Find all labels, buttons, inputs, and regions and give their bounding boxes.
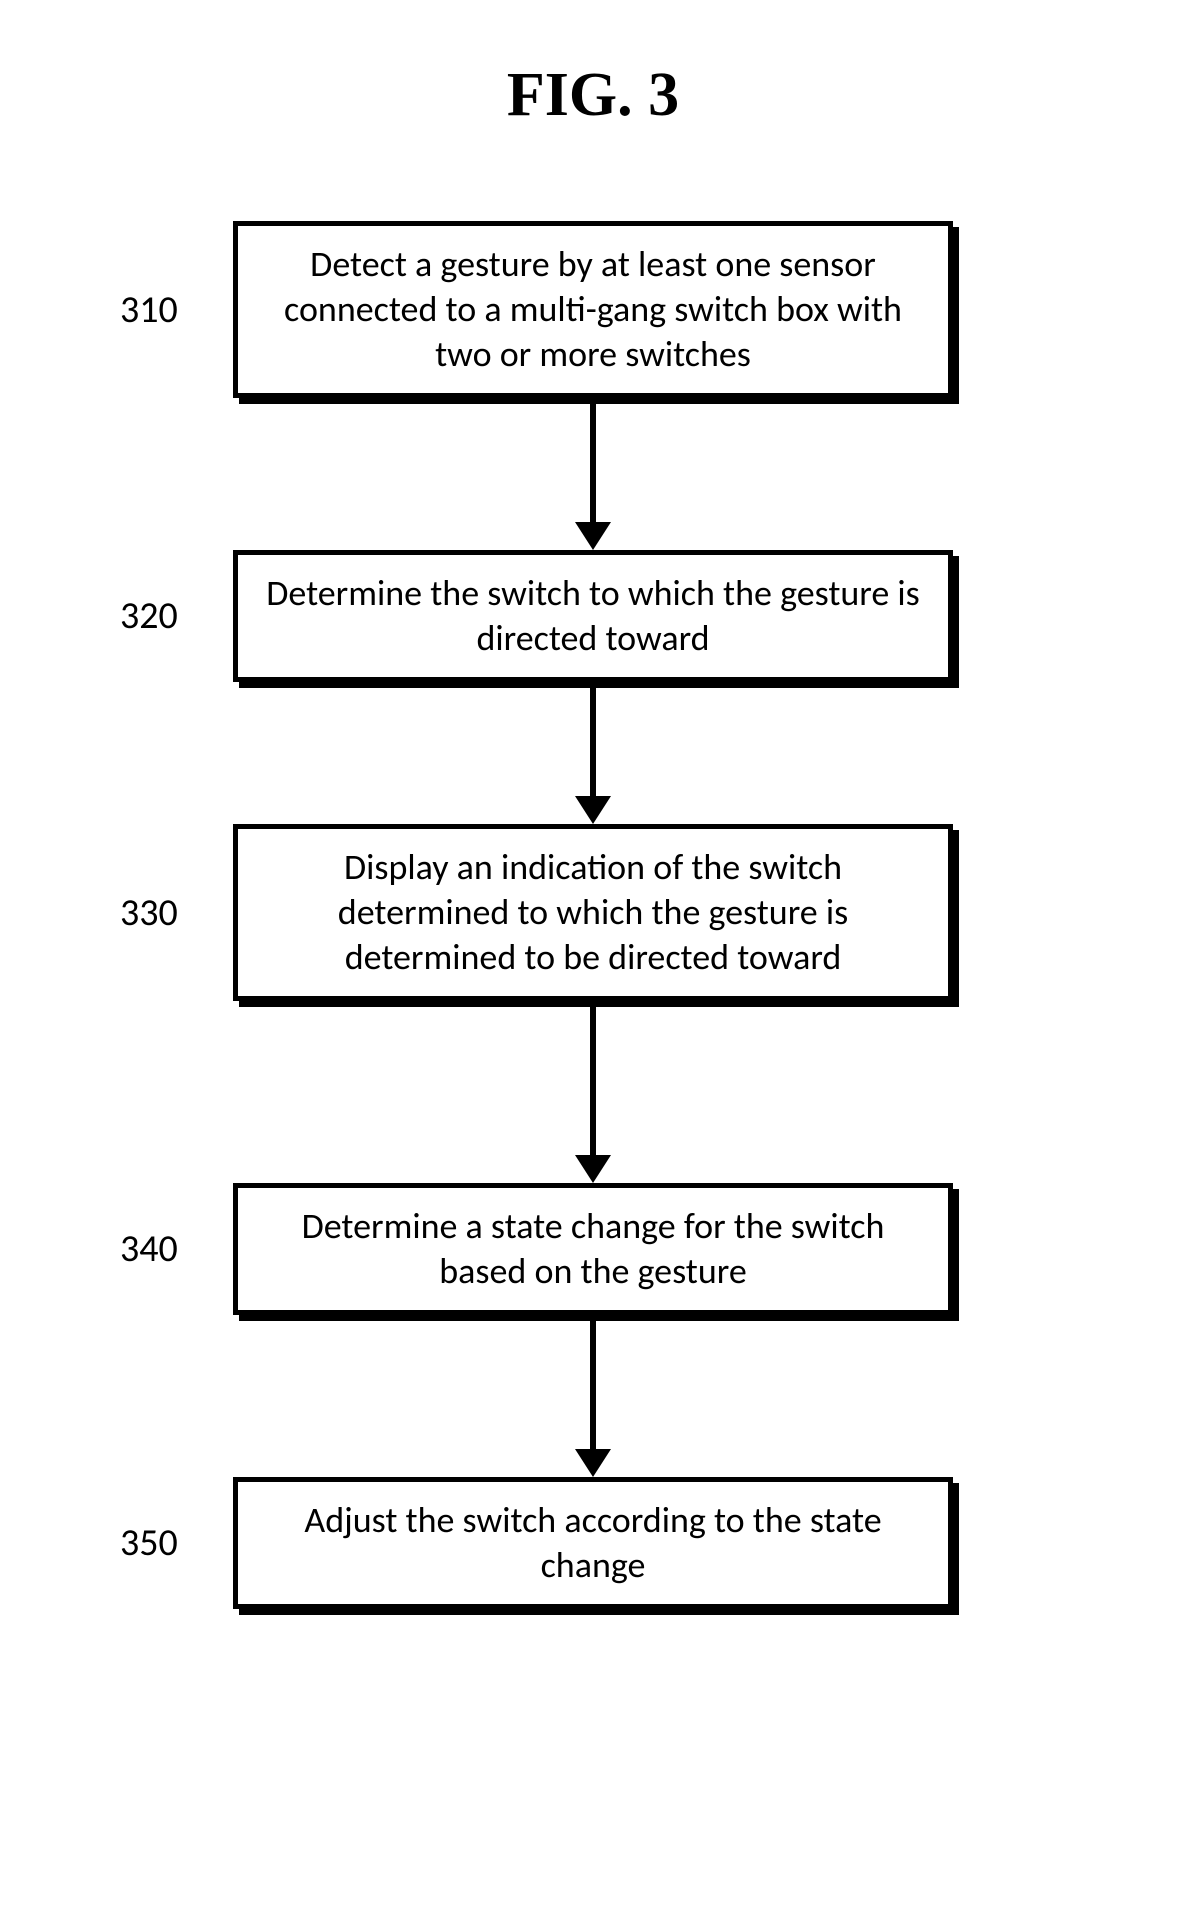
arrow-shaft <box>590 402 596 522</box>
arrow-shaft <box>590 1005 596 1155</box>
step-box-330: Display an indication of the switch dete… <box>233 824 953 1001</box>
step-label-310: 310 <box>120 287 240 333</box>
step-box-350: Adjust the switch according to the state… <box>233 1477 953 1609</box>
step-box-310: Detect a gesture by at least one sensor … <box>233 221 953 398</box>
step-310: 310 Detect a gesture by at least one sen… <box>0 221 1186 398</box>
step-label-340: 340 <box>120 1226 240 1272</box>
step-box-320: Determine the switch to which the gestur… <box>233 550 953 682</box>
step-label-320: 320 <box>120 593 240 639</box>
flowchart: 310 Detect a gesture by at least one sen… <box>0 221 1186 1609</box>
arrow-head-icon <box>575 522 611 550</box>
step-350: 350 Adjust the switch according to the s… <box>0 1477 1186 1609</box>
arrow-shaft <box>590 1319 596 1449</box>
step-320: 320 Determine the switch to which the ge… <box>0 550 1186 682</box>
step-330: 330 Display an indication of the switch … <box>0 824 1186 1001</box>
arrow-310-320 <box>575 402 611 550</box>
step-box-340: Determine a state change for the switch … <box>233 1183 953 1315</box>
arrow-head-icon <box>575 1155 611 1183</box>
arrow-head-icon <box>575 796 611 824</box>
arrow-330-340 <box>575 1005 611 1183</box>
arrow-320-330 <box>575 686 611 824</box>
step-label-350: 350 <box>120 1520 240 1566</box>
step-340: 340 Determine a state change for the swi… <box>0 1183 1186 1315</box>
step-label-330: 330 <box>120 890 240 936</box>
arrow-head-icon <box>575 1449 611 1477</box>
arrow-340-350 <box>575 1319 611 1477</box>
arrow-shaft <box>590 686 596 796</box>
figure-title: FIG. 3 <box>0 60 1186 131</box>
